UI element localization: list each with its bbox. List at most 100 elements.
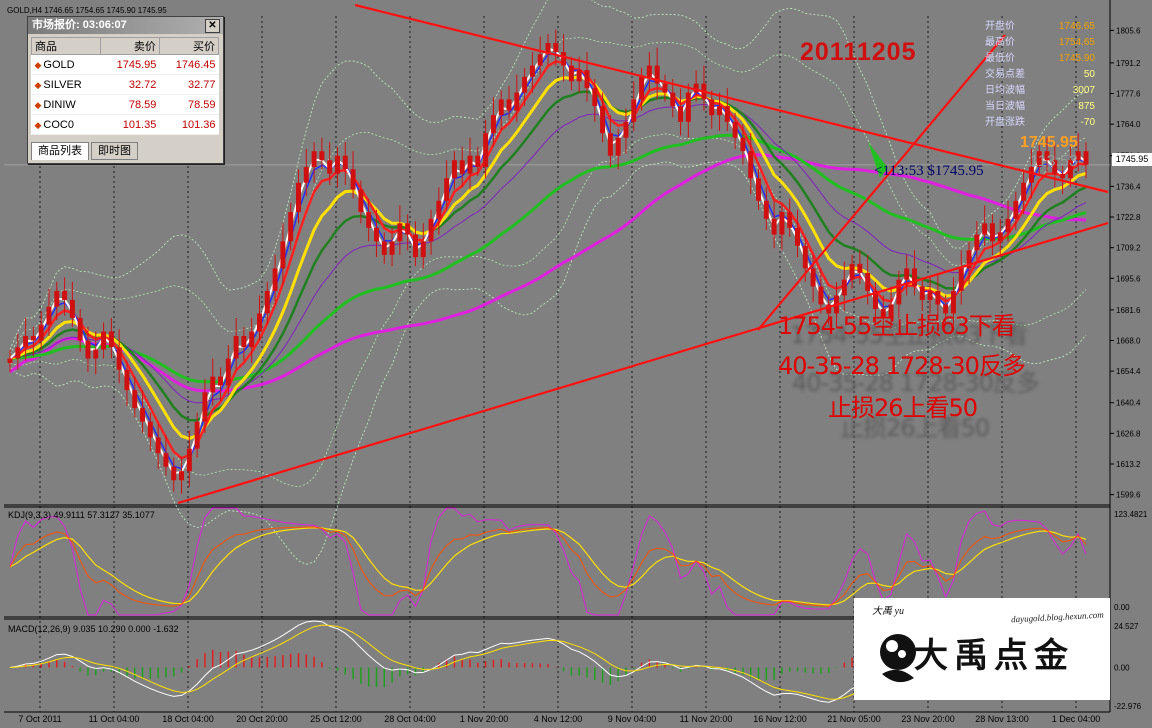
col-bid[interactable]: 卖价 xyxy=(99,37,160,55)
candle-body xyxy=(257,313,263,332)
y-tick-label: 1805.6 xyxy=(1116,26,1141,35)
y-tick-label: 1764.0 xyxy=(1116,120,1141,129)
candle-body xyxy=(740,137,746,152)
candle-body xyxy=(54,290,60,307)
candle-body xyxy=(155,437,161,454)
info-value: -70 xyxy=(1080,117,1095,128)
down-arrow-icon: ◆ xyxy=(34,119,42,130)
candle-body xyxy=(553,43,559,53)
table-row[interactable]: ◆ SILVER 32.72 32.77 xyxy=(31,74,219,95)
candle-body xyxy=(163,453,169,467)
candle-body xyxy=(23,335,29,348)
col-symbol[interactable]: 商品 xyxy=(31,37,101,55)
info-label: 当日波幅 xyxy=(985,101,1025,112)
tab-symbols[interactable]: 商品列表 xyxy=(31,142,89,160)
candle-body xyxy=(186,448,192,472)
candle-body xyxy=(506,99,512,111)
y-tick-label: 1777.6 xyxy=(1116,90,1141,99)
candle-body xyxy=(717,106,723,116)
candle-body xyxy=(779,212,785,235)
x-tick-label: 7 Oct 2011 xyxy=(18,714,61,724)
candle-body xyxy=(927,290,933,300)
tab-tick-chart[interactable]: 即时图 xyxy=(91,142,138,160)
info-row: 交易点差 50 xyxy=(985,67,1095,83)
candle-body xyxy=(451,160,457,179)
candle-body xyxy=(124,369,130,391)
candle-body xyxy=(670,92,676,107)
trend-line-steep xyxy=(757,34,1006,331)
candle-body xyxy=(358,189,364,213)
info-value: 50 xyxy=(1083,69,1095,80)
symbol-cell: ◆ SILVER xyxy=(31,74,101,95)
candle-body xyxy=(311,151,317,167)
symbol-cell: ◆ COC0 xyxy=(31,114,101,135)
table-row[interactable]: ◆ GOLD 1745.95 1746.45 xyxy=(31,54,219,75)
candle-body xyxy=(194,421,200,449)
bid-price-big: 1745.95 xyxy=(1020,134,1078,151)
x-tick-label: 21 Nov 05:00 xyxy=(827,714,881,724)
candle-body xyxy=(420,241,426,258)
candle-body xyxy=(880,308,886,318)
y-tick-label: 1695.6 xyxy=(1116,274,1141,283)
arrow-down-icon xyxy=(868,142,888,178)
candle-body xyxy=(264,290,270,314)
bid-cell: 1745.95 xyxy=(100,54,160,75)
table-header-row: 商品 卖价 买价 xyxy=(31,37,220,55)
y-tick-label: 1722.8 xyxy=(1116,213,1141,222)
candle-body xyxy=(1028,166,1034,183)
price-info-panel: 开盘价 1746.65 最高价 1754.65 最低价 1745.90 交易点差 50 … xyxy=(985,19,1095,131)
candle-body xyxy=(802,245,808,269)
ask-cell: 78.59 xyxy=(159,94,219,115)
ask-cell: 32.77 xyxy=(159,74,219,95)
y-tick-label: 1599.6 xyxy=(1116,491,1141,500)
y-tick-label: 1791.2 xyxy=(1116,59,1141,68)
table-row[interactable]: ◆ COC0 101.35 101.36 xyxy=(31,114,219,135)
candle-body xyxy=(576,70,582,82)
candle-body xyxy=(568,65,574,82)
y-tick-label: 1668.0 xyxy=(1116,336,1141,345)
market-watch-window[interactable]: 市场报价: 03:06:07 ✕ 商品 卖价 买价 ◆ GOLD 1745.95 174… xyxy=(27,16,224,164)
info-row: 开盘价 1746.65 xyxy=(985,19,1095,35)
candle-body xyxy=(272,268,278,291)
info-value: 875 xyxy=(1078,101,1095,112)
table-row[interactable]: ◆ DINIW 78.59 78.59 xyxy=(31,94,219,115)
candle-body xyxy=(498,99,504,116)
x-tick-label: 18 Oct 04:00 xyxy=(162,714,214,724)
market-watch-table: 商品 卖价 买价 ◆ GOLD 1745.95 1746.45 ◆ SILVER 32.7… xyxy=(31,37,220,135)
x-tick-label: 20 Oct 20:00 xyxy=(236,714,288,724)
symbol-cell: ◆ GOLD xyxy=(31,54,101,75)
info-label: 开盘涨跌 xyxy=(985,117,1025,128)
trend-line-upper xyxy=(354,3,1109,194)
market-watch-title[interactable]: 市场报价: 03:06:07 ✕ xyxy=(28,17,223,34)
info-label: 开盘价 xyxy=(985,21,1015,32)
candle-body xyxy=(30,335,36,341)
bid-cell: 101.35 xyxy=(100,114,160,135)
info-row: 最高价 1754.65 xyxy=(985,35,1095,51)
candle-body xyxy=(241,335,247,348)
candle-body xyxy=(787,212,793,228)
candle-body xyxy=(483,133,489,167)
candle-body xyxy=(1060,173,1066,179)
candle-body xyxy=(1021,182,1027,201)
candle-body xyxy=(974,234,980,251)
candle-body xyxy=(966,250,972,269)
market-watch-tabs: 商品列表 即时图 xyxy=(31,142,140,160)
candle-body xyxy=(1013,200,1019,219)
bb-inner-upper xyxy=(9,37,1087,355)
col-ask[interactable]: 买价 xyxy=(158,37,220,55)
candle-body xyxy=(615,137,621,156)
kdj-k-line xyxy=(9,526,1087,607)
candle-body xyxy=(639,76,645,100)
watermark-logo: 大禹 yu dayugold.blog.hexun.com 大禹点金 xyxy=(854,598,1110,700)
close-icon[interactable]: ✕ xyxy=(205,19,220,33)
candle-body xyxy=(631,99,637,122)
chart-header: GOLD,H4 1746.65 1754.65 1745.90 1745.95 xyxy=(7,6,167,15)
bb-upper xyxy=(9,0,1087,350)
candle-body xyxy=(529,65,535,77)
y-tick-label: 1640.4 xyxy=(1116,399,1141,408)
candle-body xyxy=(522,76,528,93)
candle-body xyxy=(810,268,816,287)
trend-line-lower xyxy=(177,221,1109,505)
info-row: 日均波幅 3007 xyxy=(985,83,1095,99)
